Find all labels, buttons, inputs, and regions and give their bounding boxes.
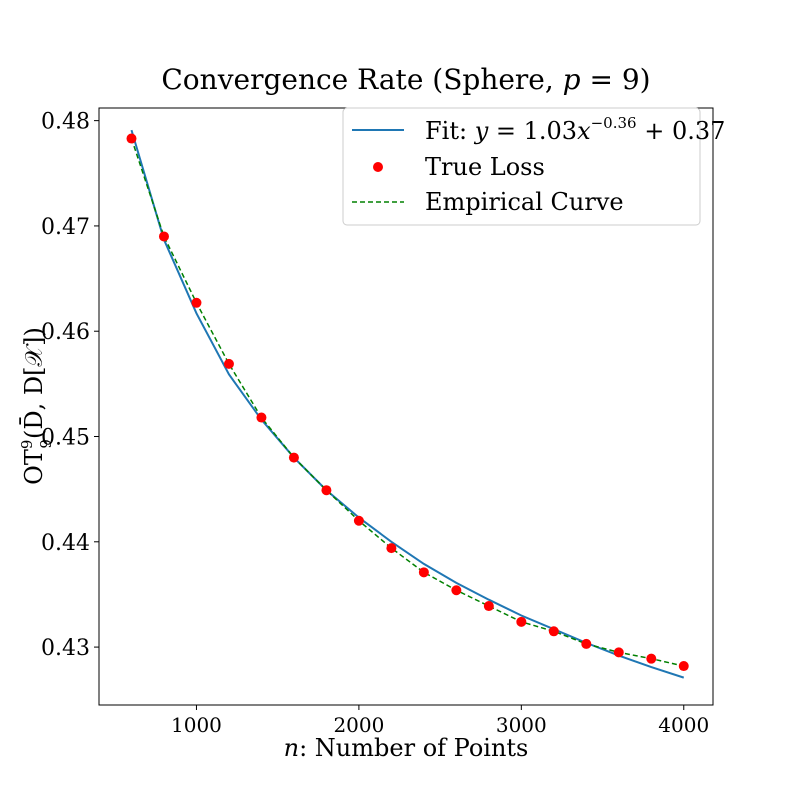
y-tick-label: 0.47: [41, 215, 90, 240]
true-loss-series: [126, 133, 689, 672]
true-loss-point: [386, 543, 397, 554]
true-loss-point: [548, 626, 559, 637]
legend-true-loss-marker: [373, 162, 383, 172]
true-loss-point: [581, 638, 592, 649]
y-tick-label: 0.48: [41, 110, 90, 135]
fit-line: [130, 129, 685, 679]
x-tick-label: 1000: [171, 713, 222, 737]
true-loss-point: [646, 653, 657, 664]
legend-empirical-label: Empirical Curve: [425, 188, 624, 216]
x-tick-label: 3000: [496, 713, 547, 737]
y-tick-label: 0.43: [41, 636, 90, 661]
empirical-line: [130, 138, 684, 667]
x-axis-label: n: Number of Points: [284, 734, 529, 762]
chart-title: Convergence Rate (Sphere, p = 9): [161, 63, 650, 96]
y-axis: 0.43 0.44 0.45 0.46 0.47 0.48: [41, 110, 99, 661]
fit-series: [130, 129, 685, 679]
legend-true-loss-label: True Loss: [425, 153, 545, 181]
empirical-series: [130, 138, 684, 667]
y-tick-label: 0.46: [41, 320, 90, 345]
y-axis-label: OT99(D̄, D[𝒳]): [18, 327, 55, 485]
legend-fit-label: Fit: y = 1.03x−0.36 + 0.37: [425, 114, 725, 145]
true-loss-point: [223, 358, 234, 369]
y-tick-label: 0.44: [41, 531, 90, 556]
x-tick-label: 2000: [333, 713, 384, 737]
true-loss-point: [353, 515, 364, 526]
true-loss-point: [158, 231, 169, 242]
true-loss-point: [191, 297, 202, 308]
x-axis: 1000 2000 3000 4000: [171, 705, 709, 737]
true-loss-point: [321, 485, 332, 496]
true-loss-point: [678, 661, 689, 672]
true-loss-point: [516, 616, 527, 627]
true-loss-point: [256, 412, 267, 423]
true-loss-point: [483, 601, 494, 612]
legend: Fit: y = 1.03x−0.36 + 0.37 True Loss Emp…: [342, 107, 725, 226]
true-loss-point: [451, 585, 462, 596]
legend-box: [342, 107, 701, 226]
true-loss-point: [418, 567, 429, 578]
true-loss-point: [126, 133, 137, 144]
true-loss-point: [288, 452, 299, 463]
x-tick-label: 4000: [658, 713, 709, 737]
true-loss-point: [613, 647, 624, 658]
y-tick-label: 0.45: [41, 426, 90, 451]
